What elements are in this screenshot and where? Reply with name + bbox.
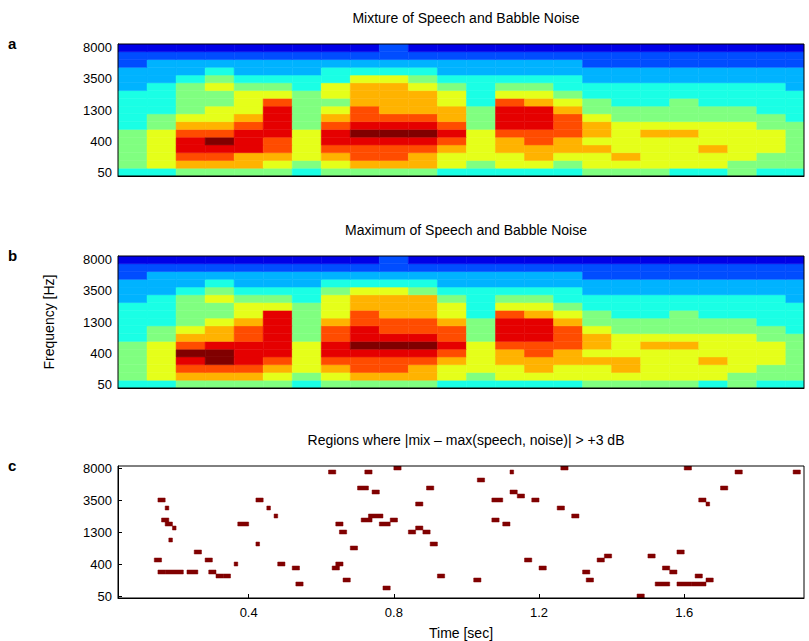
- svg-text:50: 50: [98, 377, 112, 392]
- svg-text:50: 50: [98, 589, 112, 604]
- svg-text:1.6: 1.6: [675, 605, 693, 620]
- svg-text:3500: 3500: [83, 493, 112, 508]
- svg-text:50: 50: [98, 165, 112, 180]
- svg-text:0.8: 0.8: [385, 605, 403, 620]
- svg-text:3500: 3500: [83, 283, 112, 298]
- svg-text:400: 400: [90, 134, 112, 149]
- svg-text:Time [sec]: Time [sec]: [429, 625, 493, 641]
- svg-text:0.4: 0.4: [240, 605, 258, 620]
- svg-text:8000: 8000: [83, 461, 112, 476]
- svg-text:3500: 3500: [83, 71, 112, 86]
- svg-text:Frequency [Hz]: Frequency [Hz]: [41, 275, 57, 370]
- svg-text:400: 400: [90, 557, 112, 572]
- svg-text:Regions where |mix – max(speec: Regions where |mix – max(speech, noise)|…: [308, 432, 625, 448]
- svg-text:Mixture of Speech and Babble N: Mixture of Speech and Babble Noise: [352, 10, 579, 26]
- svg-text:8000: 8000: [83, 40, 112, 55]
- svg-text:a: a: [8, 35, 17, 52]
- svg-text:1300: 1300: [83, 103, 112, 118]
- svg-text:1300: 1300: [83, 525, 112, 540]
- svg-text:8000: 8000: [83, 252, 112, 267]
- svg-text:1300: 1300: [83, 315, 112, 330]
- svg-text:1.2: 1.2: [530, 605, 548, 620]
- svg-text:c: c: [8, 457, 16, 474]
- svg-text:b: b: [8, 247, 17, 264]
- svg-text:Maximum of Speech and Babble N: Maximum of Speech and Babble Noise: [345, 222, 587, 238]
- svg-text:400: 400: [90, 346, 112, 361]
